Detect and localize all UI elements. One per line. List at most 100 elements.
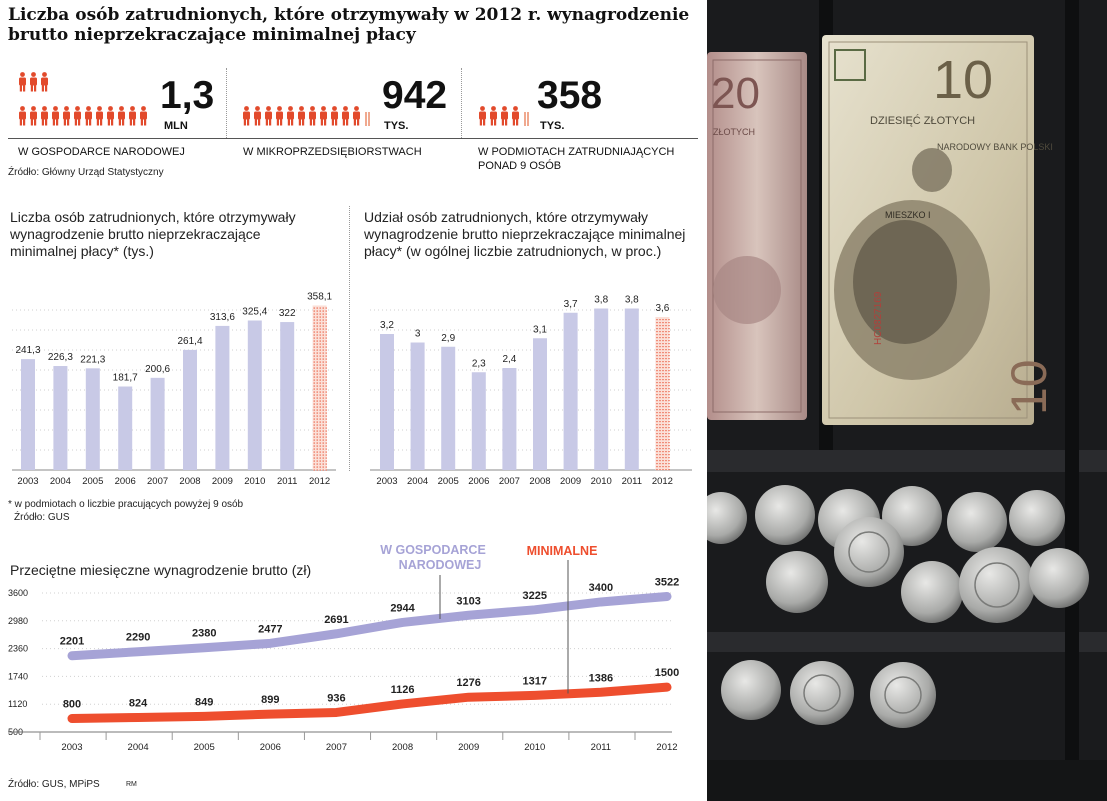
tick-label: 2004 — [50, 476, 71, 487]
tick-label: 2006 — [468, 476, 489, 487]
person-icon — [276, 106, 283, 126]
note-10-serial: HC0827169 — [873, 291, 884, 345]
data-label: 1317 — [523, 675, 547, 687]
note-20-value: 20 — [711, 69, 760, 118]
data-label: 3,6 — [655, 303, 669, 314]
person-icon — [512, 106, 519, 126]
tick-label: 2005 — [438, 476, 459, 487]
tick-label: 2010 — [244, 476, 265, 487]
note-10-portrait-text: MIESZKO I — [885, 210, 931, 220]
tick-label: 2011 — [622, 476, 642, 487]
bar-chart-share: 3,2 2003 3 2004 2,9 2005 2,3 2006 2,4 2007 3,1 2008… — [370, 295, 692, 487]
data-label: 322 — [279, 308, 296, 319]
person-icon — [52, 106, 59, 126]
person-icon — [63, 106, 70, 126]
bar-2009 — [215, 325, 230, 470]
note-20-words: ZŁOTYCH — [713, 127, 755, 137]
data-label: 1386 — [589, 672, 613, 684]
data-label: 3,8 — [625, 295, 639, 306]
person-icon-partial — [524, 112, 529, 126]
bar-2006 — [118, 386, 133, 470]
x-tick-label: 2008 — [392, 742, 413, 753]
person-icon — [19, 106, 26, 126]
tick-label: 2007 — [147, 476, 168, 487]
bar-2007 — [502, 368, 517, 470]
x-tick-label: 2003 — [61, 742, 82, 753]
data-label: 3,7 — [564, 299, 578, 310]
stat-value: 1,3 — [160, 74, 215, 117]
bar-2009 — [563, 312, 578, 470]
data-label: 2290 — [126, 632, 150, 644]
data-label: 2,3 — [472, 358, 486, 369]
data-label: 358,1 — [307, 291, 332, 302]
coins — [707, 485, 1089, 728]
source-note: Źródło: GUS — [14, 512, 70, 523]
chart-title: Udział osób zatrudnionych, które otrzymy… — [364, 209, 686, 259]
bar-2006 — [471, 372, 486, 470]
source-note: Źródło: GUS, MPiPS — [8, 779, 100, 790]
data-label: 899 — [261, 694, 279, 706]
y-tick-label: 3600 — [8, 588, 28, 598]
bar-2005 — [441, 346, 456, 470]
person-icons-gospodarka — [19, 72, 147, 126]
person-icon — [41, 106, 48, 126]
person-icon — [85, 106, 92, 126]
tick-label: 2003 — [17, 476, 38, 487]
bar-2007 — [150, 377, 165, 470]
note-10-value: 10 — [933, 50, 993, 110]
y-tick-label: 1740 — [8, 671, 28, 681]
author-initials: RM — [126, 781, 137, 788]
data-label: 2691 — [324, 614, 348, 626]
stat-unit: TYS. — [384, 120, 409, 132]
data-label: 3103 — [456, 595, 480, 607]
tick-label: 2012 — [309, 476, 330, 487]
data-label: 181,7 — [113, 373, 138, 384]
stat-value: 942 — [382, 74, 448, 117]
tick-label: 2009 — [560, 476, 581, 487]
person-icon — [41, 72, 48, 92]
bar-2010 — [247, 320, 262, 470]
person-icon — [129, 106, 136, 126]
infographic: Liczba osób zatrudnionych, które otrzymy… — [8, 5, 698, 790]
person-icon — [140, 106, 147, 126]
bar-2012 — [312, 305, 327, 471]
bar-2003 — [21, 359, 35, 470]
person-icon — [30, 72, 37, 92]
cash-drawer-photo: 20 ZŁOTYCH 10 DZIESIĘĆ ZŁOTYCH NARODOWY … — [707, 0, 1107, 801]
data-label: 824 — [129, 697, 148, 709]
cash-drawer-illustration: 20 ZŁOTYCH 10 DZIESIĘĆ ZŁOTYCH NARODOWY … — [707, 0, 1107, 801]
banknote-20: 20 ZŁOTYCH — [707, 52, 807, 420]
data-label: 1126 — [391, 684, 415, 696]
tick-label: 2003 — [376, 476, 397, 487]
data-label: 261,4 — [177, 336, 202, 347]
person-icon — [265, 106, 272, 126]
data-label: 1276 — [456, 677, 480, 689]
data-label: 226,3 — [48, 352, 73, 363]
person-icon — [287, 106, 294, 126]
data-label: 3,1 — [533, 324, 547, 335]
bar-2008 — [533, 338, 547, 470]
tick-label: 2008 — [179, 476, 200, 487]
y-tick-label: 2980 — [8, 616, 28, 626]
stat-unit: TYS. — [540, 120, 565, 132]
stat-label: W PODMIOTACH ZATRUDNIAJĄCYCH PONAD 9 OSÓ… — [478, 146, 675, 172]
data-label: 313,6 — [210, 312, 235, 323]
tick-label: 2011 — [277, 476, 297, 487]
person-icon — [254, 106, 261, 126]
person-icon — [30, 106, 37, 126]
bar-2004 — [53, 366, 68, 470]
data-label: 936 — [327, 692, 345, 704]
data-label: 2,9 — [441, 333, 455, 344]
tick-label: 2012 — [652, 476, 673, 487]
data-label: 200,6 — [145, 364, 170, 375]
bar-2011 — [280, 322, 295, 470]
tick-label: 2005 — [82, 476, 103, 487]
data-label: 241,3 — [15, 345, 40, 356]
x-tick-label: 2006 — [260, 742, 281, 753]
note-10-words: DZIESIĘĆ ZŁOTYCH — [870, 114, 975, 127]
data-label: 2201 — [60, 636, 84, 648]
legend-gospodarka: W GOSPODARCE NARODOWEJ — [380, 543, 486, 572]
bar-2004 — [410, 342, 425, 470]
tick-label: 2008 — [529, 476, 550, 487]
